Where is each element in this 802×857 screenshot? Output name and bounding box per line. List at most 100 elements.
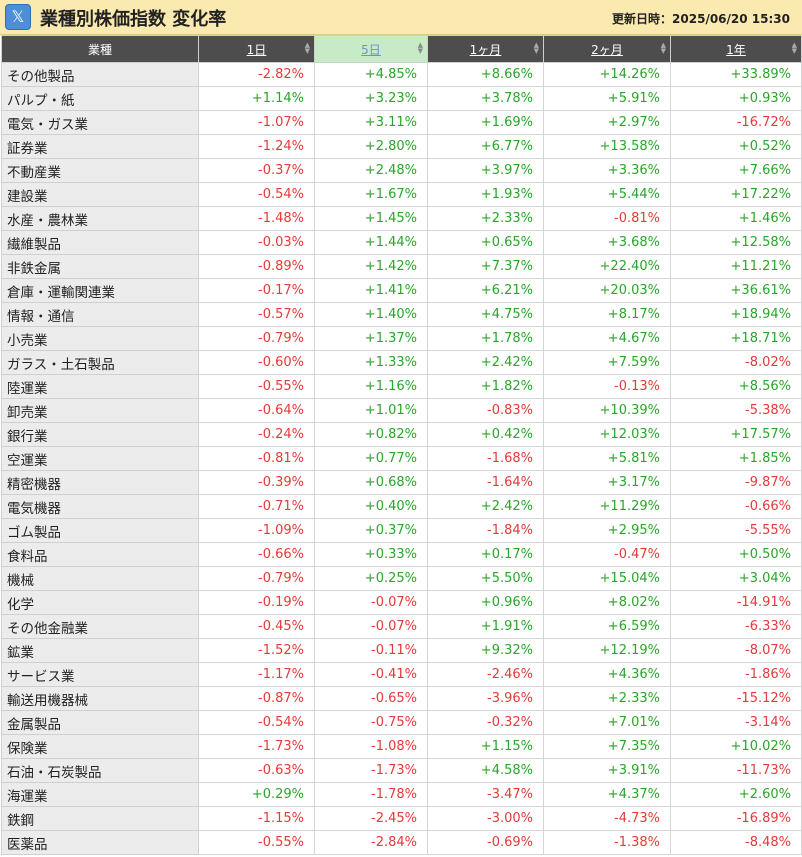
change-cell-2m: +3.68% — [543, 230, 671, 255]
change-cell-1d: -1.07% — [198, 110, 315, 135]
table-body: その他製品 -2.82% +4.85% +8.66% +14.26% +33.89% パルプ… — [1, 62, 802, 855]
sector-name-cell: 陸運業 — [1, 374, 199, 399]
column-header-label: 業種 — [87, 42, 112, 57]
x-logo-icon[interactable]: 𝕏 — [5, 4, 31, 30]
change-cell-5d: -1.08% — [314, 734, 428, 759]
column-header-sector[interactable]: 業種 — [1, 35, 199, 63]
change-cell-2m: -0.47% — [543, 542, 671, 567]
change-cell-2m: +3.17% — [543, 470, 671, 495]
change-cell-1m: +1.93% — [427, 182, 544, 207]
change-cell-1d: -1.09% — [198, 518, 315, 543]
sector-name-cell: 卸売業 — [1, 398, 199, 423]
change-cell-1m: +6.77% — [427, 134, 544, 159]
column-header-label: 1年 — [726, 42, 746, 57]
change-cell-1y: +1.85% — [670, 446, 802, 471]
change-cell-5d: +1.16% — [314, 374, 428, 399]
sector-name-cell: ガラス・土石製品 — [1, 350, 199, 375]
change-cell-2m: +20.03% — [543, 278, 671, 303]
change-cell-1y: -16.89% — [670, 806, 802, 831]
sector-name-cell: サービス業 — [1, 662, 199, 687]
change-cell-2m: +7.35% — [543, 734, 671, 759]
change-cell-1y: +7.66% — [670, 158, 802, 183]
change-cell-5d: +0.68% — [314, 470, 428, 495]
change-cell-1d: -0.60% — [198, 350, 315, 375]
column-header-5d[interactable]: 5日 ▲ ▼ — [314, 35, 428, 63]
change-cell-2m: +4.37% — [543, 782, 671, 807]
change-cell-1d: -0.66% — [198, 542, 315, 567]
table-row: 化学 -0.19% -0.07% +0.96% +8.02% -14.91% — [1, 590, 802, 615]
table-row: 卸売業 -0.64% +1.01% -0.83% +10.39% -5.38% — [1, 398, 802, 423]
sector-name-cell: 倉庫・運輸関連業 — [1, 278, 199, 303]
change-cell-2m: -0.81% — [543, 206, 671, 231]
sort-arrows-icon: ▲ ▼ — [533, 41, 539, 55]
table-row: 非鉄金属 -0.89% +1.42% +7.37% +22.40% +11.21% — [1, 254, 802, 279]
update-timestamp: 更新日時：2025/06/20 15:30 — [612, 12, 790, 26]
column-header-2m[interactable]: 2ヶ月 ▲ ▼ — [543, 35, 671, 63]
change-cell-1m: +0.42% — [427, 422, 544, 447]
change-cell-1d: -1.73% — [198, 734, 315, 759]
column-header-1d[interactable]: 1日 ▲ ▼ — [198, 35, 315, 63]
change-cell-5d: +0.33% — [314, 542, 428, 567]
change-cell-5d: +1.67% — [314, 182, 428, 207]
change-cell-1m: +6.21% — [427, 278, 544, 303]
table-row: 電気・ガス業 -1.07% +3.11% +1.69% +2.97% -16.72% — [1, 110, 802, 135]
change-cell-2m: -1.38% — [543, 830, 671, 855]
change-cell-2m: +5.91% — [543, 86, 671, 111]
sector-name-cell: その他製品 — [1, 62, 199, 87]
sector-name-cell: 電気・ガス業 — [1, 110, 199, 135]
change-cell-1y: +36.61% — [670, 278, 802, 303]
sector-name-cell: 食料品 — [1, 542, 199, 567]
change-cell-5d: -0.07% — [314, 614, 428, 639]
change-cell-1d: -1.52% — [198, 638, 315, 663]
change-cell-2m: +2.33% — [543, 686, 671, 711]
change-cell-2m: +3.36% — [543, 158, 671, 183]
change-cell-1d: -0.45% — [198, 614, 315, 639]
change-cell-1y: +3.04% — [670, 566, 802, 591]
sector-name-cell: 水産・農林業 — [1, 206, 199, 231]
change-cell-1d: -0.55% — [198, 374, 315, 399]
change-cell-5d: +0.37% — [314, 518, 428, 543]
table-row: 空運業 -0.81% +0.77% -1.68% +5.81% +1.85% — [1, 446, 802, 471]
change-cell-1y: -8.48% — [670, 830, 802, 855]
table-row: 輸送用機器械 -0.87% -0.65% -3.96% +2.33% -15.12% — [1, 686, 802, 711]
change-cell-1m: -3.96% — [427, 686, 544, 711]
change-cell-5d: +1.41% — [314, 278, 428, 303]
change-cell-5d: +0.82% — [314, 422, 428, 447]
change-cell-1y: +8.56% — [670, 374, 802, 399]
table-row: 精密機器 -0.39% +0.68% -1.64% +3.17% -9.87% — [1, 470, 802, 495]
sort-arrows-icon: ▲ ▼ — [791, 41, 797, 55]
change-cell-1y: -8.02% — [670, 350, 802, 375]
table-row: その他製品 -2.82% +4.85% +8.66% +14.26% +33.89% — [1, 62, 802, 87]
sector-name-cell: 空運業 — [1, 446, 199, 471]
column-header-1m[interactable]: 1ヶ月 ▲ ▼ — [427, 35, 544, 63]
change-cell-1d: -0.54% — [198, 182, 315, 207]
change-cell-5d: +0.40% — [314, 494, 428, 519]
table-row: 保険業 -1.73% -1.08% +1.15% +7.35% +10.02% — [1, 734, 802, 759]
change-cell-1d: -0.81% — [198, 446, 315, 471]
change-cell-2m: +4.67% — [543, 326, 671, 351]
change-cell-1d: +0.29% — [198, 782, 315, 807]
change-cell-1y: +0.93% — [670, 86, 802, 111]
change-cell-1d: -1.24% — [198, 134, 315, 159]
table-row: 不動産業 -0.37% +2.48% +3.97% +3.36% +7.66% — [1, 158, 802, 183]
change-cell-1m: +2.42% — [427, 350, 544, 375]
change-cell-2m: +5.44% — [543, 182, 671, 207]
table-row: 海運業 +0.29% -1.78% -3.47% +4.37% +2.60% — [1, 782, 802, 807]
change-cell-1m: +1.69% — [427, 110, 544, 135]
change-cell-1m: +3.78% — [427, 86, 544, 111]
sector-name-cell: 化学 — [1, 590, 199, 615]
table-row: その他金融業 -0.45% -0.07% +1.91% +6.59% -6.33% — [1, 614, 802, 639]
sector-name-cell: 機械 — [1, 566, 199, 591]
column-header-1y[interactable]: 1年 ▲ ▼ — [670, 35, 802, 63]
change-cell-1y: +0.50% — [670, 542, 802, 567]
change-cell-2m: +12.03% — [543, 422, 671, 447]
change-cell-1d: -1.15% — [198, 806, 315, 831]
change-cell-5d: +1.33% — [314, 350, 428, 375]
change-cell-1d: -0.87% — [198, 686, 315, 711]
change-cell-5d: +1.42% — [314, 254, 428, 279]
sector-name-cell: 非鉄金属 — [1, 254, 199, 279]
table-row: 小売業 -0.79% +1.37% +1.78% +4.67% +18.71% — [1, 326, 802, 351]
table-row: 水産・農林業 -1.48% +1.45% +2.33% -0.81% +1.46% — [1, 206, 802, 231]
sector-name-cell: 精密機器 — [1, 470, 199, 495]
sector-name-cell: 繊維製品 — [1, 230, 199, 255]
